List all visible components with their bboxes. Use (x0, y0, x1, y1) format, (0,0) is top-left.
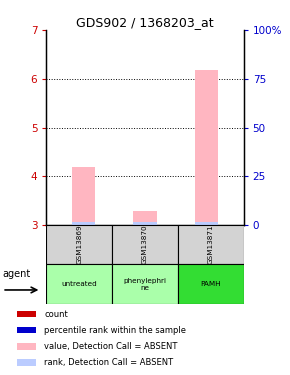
Bar (17, 327, 36, 333)
Bar (178, 264, 244, 304)
Text: untreated: untreated (61, 281, 97, 287)
Text: count: count (44, 310, 68, 319)
Text: phenylephri
ne: phenylephri ne (124, 278, 166, 291)
Bar (133, 211, 157, 225)
Text: rank, Detection Call = ABSENT: rank, Detection Call = ABSENT (44, 358, 173, 367)
Bar (46, 264, 112, 304)
Bar (46, 225, 112, 264)
Text: GSM13869: GSM13869 (76, 225, 82, 264)
Text: percentile rank within the sample: percentile rank within the sample (44, 326, 186, 335)
Bar (17, 343, 36, 350)
Text: agent: agent (2, 269, 30, 279)
Bar (195, 70, 218, 225)
Bar (17, 311, 36, 318)
Bar (112, 225, 178, 264)
Bar (112, 264, 178, 304)
Text: value, Detection Call = ABSENT: value, Detection Call = ABSENT (44, 342, 178, 351)
Title: GDS902 / 1368203_at: GDS902 / 1368203_at (76, 16, 214, 29)
Bar (72, 222, 95, 225)
Text: PAMH: PAMH (200, 281, 221, 287)
Bar (72, 168, 95, 225)
Bar (178, 225, 244, 264)
Bar (195, 222, 218, 225)
Text: GSM13870: GSM13870 (142, 225, 148, 264)
Text: GSM13871: GSM13871 (208, 225, 214, 264)
Bar (133, 222, 157, 225)
Bar (17, 359, 36, 366)
